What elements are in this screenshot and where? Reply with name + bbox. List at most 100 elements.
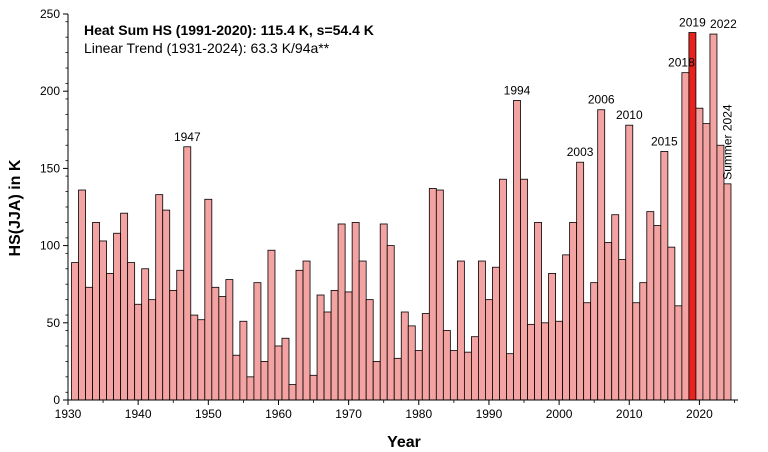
bar-1982	[428, 188, 437, 401]
bar-1938	[120, 212, 129, 401]
bar-1978	[400, 311, 409, 401]
bar-1958	[260, 360, 269, 401]
bar-1971	[351, 222, 360, 401]
bar-1980	[414, 350, 423, 401]
bar-1940	[134, 303, 143, 401]
bar-1994	[513, 100, 521, 401]
bar-1954	[232, 354, 241, 401]
bar-1973	[365, 299, 374, 401]
bar-1996	[527, 323, 535, 401]
bar-1956	[246, 376, 255, 401]
x-axis-title: Year	[387, 434, 421, 451]
bar-1966	[316, 294, 325, 401]
bar-1959	[267, 249, 276, 401]
bar-1960	[274, 345, 283, 401]
annotation-2022: 2022	[710, 17, 737, 31]
bar-1936	[106, 272, 115, 401]
bar-2002	[569, 222, 578, 401]
annotation-1994: 1994	[504, 84, 531, 98]
x-tick-label-2020: 2020	[686, 407, 713, 421]
bar-1947	[183, 146, 192, 401]
bar-1984	[442, 330, 451, 401]
bar-1937	[113, 232, 122, 401]
bar-1977	[393, 357, 402, 401]
bar-2014	[653, 225, 662, 401]
bar-2013	[646, 211, 655, 401]
bar-1968	[330, 289, 339, 401]
bar-2010	[625, 124, 634, 401]
bar-1953	[225, 279, 234, 401]
annotation-2006: 2006	[588, 93, 615, 107]
bar-1946	[176, 269, 185, 401]
x-tick-label-1970: 1970	[335, 407, 362, 421]
bar-1963	[295, 269, 304, 401]
y-tick-label-250: 250	[40, 7, 60, 21]
bar-1949	[197, 319, 206, 401]
bar-1976	[386, 245, 395, 401]
bar-1992	[499, 178, 507, 401]
bar-1981	[421, 313, 430, 401]
bar-2008	[611, 214, 620, 401]
bar-1993	[506, 353, 514, 401]
annotation-2019: 2019	[679, 16, 706, 30]
annotation-2018: 2018	[668, 56, 695, 70]
bar-2009	[618, 259, 627, 401]
bar-2023	[716, 144, 725, 401]
bar-1948	[190, 314, 199, 401]
annotation-2024: Summer 2024	[721, 104, 735, 180]
bar-1950	[204, 198, 213, 401]
bar-2004	[583, 302, 592, 401]
y-axis-title: HS(JJA) in K	[7, 159, 24, 256]
bar-1995	[520, 178, 528, 401]
bar-2003	[576, 161, 585, 401]
bar-1972	[358, 260, 367, 401]
bar-1942	[148, 299, 157, 401]
bar-2016	[667, 246, 676, 401]
bar-2019	[688, 32, 697, 401]
bar-2006	[597, 109, 606, 401]
bar-1998	[541, 322, 549, 401]
bars-group	[71, 32, 732, 401]
bar-1955	[239, 320, 248, 401]
x-tick-label-1940: 1940	[125, 407, 152, 421]
bar-2011	[632, 302, 641, 401]
y-tick-label-0: 0	[53, 393, 60, 407]
bar-1934	[92, 222, 100, 401]
bar-2021	[702, 123, 711, 401]
y-tick-label-200: 200	[40, 84, 60, 98]
annotation-2015: 2015	[651, 134, 678, 148]
bar-2005	[590, 282, 599, 401]
bar-1983	[435, 189, 444, 401]
bar-1967	[323, 311, 332, 401]
bar-2020	[695, 107, 704, 401]
x-tick-label-2010: 2010	[616, 407, 643, 421]
bar-1974	[372, 360, 381, 401]
y-tick-label-50: 50	[47, 316, 61, 330]
x-tick-label-1980: 1980	[405, 407, 432, 421]
bar-1986	[456, 260, 465, 401]
bar-1969	[337, 223, 346, 401]
bar-2007	[604, 242, 613, 401]
bar-1935	[99, 240, 107, 401]
bar-2001	[562, 254, 571, 401]
bar-1951	[211, 286, 220, 401]
bar-1985	[449, 350, 458, 401]
bar-1990	[485, 299, 493, 401]
bar-1933	[85, 286, 93, 401]
axes-group: 0 50 100 150 200 250 1930 1940 1950 1960 1970 1980 1…	[40, 7, 738, 421]
bar-1931	[71, 262, 79, 401]
x-tick-label-1990: 1990	[476, 407, 503, 421]
x-tick-label-1930: 1930	[55, 407, 82, 421]
y-tick-label-100: 100	[40, 239, 60, 253]
bar-1945	[169, 289, 178, 401]
bar-1952	[218, 296, 227, 401]
bar-1944	[162, 209, 171, 401]
bar-1939	[127, 262, 136, 401]
bar-2022	[709, 33, 718, 401]
bar-1965	[309, 374, 318, 401]
info-line-trend: Linear Trend (1931-2024): 63.3 K/94a**	[84, 40, 330, 56]
bar-2000	[555, 320, 564, 401]
bar-1999	[548, 272, 557, 401]
